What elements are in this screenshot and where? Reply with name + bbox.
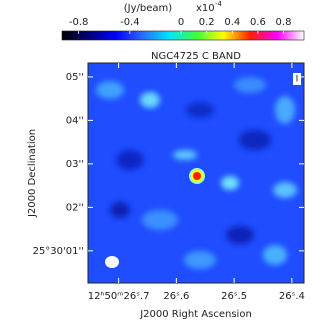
- colorbar-tick-label: 0.2: [199, 17, 215, 28]
- colorbar-tick-label: -0.4: [120, 17, 140, 28]
- y-tick-label: 05'': [66, 72, 84, 83]
- chart-title: NGC4725 C BAND: [151, 51, 241, 62]
- x-tick-label: 26ˢ.6: [163, 291, 189, 302]
- stokes-label: I: [296, 75, 299, 85]
- colorbar: [61, 30, 305, 41]
- colorbar-tick-label: 0.8: [276, 17, 292, 28]
- plot-frame: [87, 62, 305, 284]
- colorbar-tick-label: 0: [178, 17, 184, 28]
- y-tick-label: 02'': [66, 202, 84, 213]
- colorbar-multiplier: x10: [196, 3, 215, 14]
- x-tick-label: 12ʰ50ᵐ26ˢ.7: [88, 291, 150, 302]
- colorbar-label: (Jy/beam): [124, 3, 173, 14]
- x-axis-title: J2000 Right Ascension: [139, 309, 252, 320]
- y-tick-label: 03'': [66, 159, 84, 170]
- colorbar-exponent: -4: [215, 0, 223, 8]
- colorbar-tick-label: 0.6: [250, 17, 266, 28]
- y-tick-label: 25°30'01'': [33, 246, 84, 257]
- colorbar-tick-label: 0.4: [224, 17, 240, 28]
- y-tick-label: 04'': [66, 115, 84, 126]
- stokes-box: [293, 73, 301, 85]
- colorbar-tick-label: -0.8: [69, 17, 89, 28]
- x-tick-label: 26ˢ.5: [221, 291, 247, 302]
- sky-image: [88, 63, 304, 283]
- y-axis-title: J2000 Declination: [27, 129, 38, 218]
- x-tick-label: 26ˢ.4: [279, 291, 305, 302]
